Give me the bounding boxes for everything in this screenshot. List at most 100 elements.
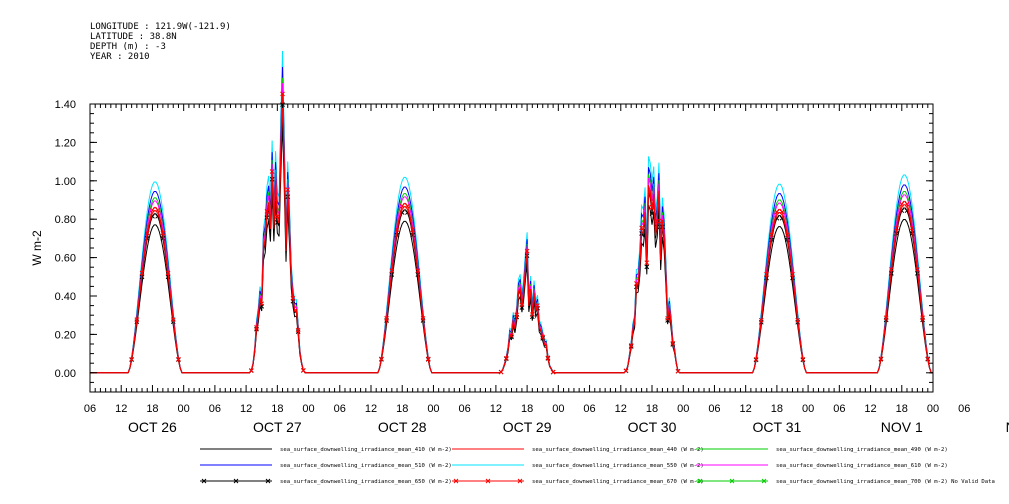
series-marker [259,301,265,307]
series-marker [925,356,931,362]
series-marker [634,281,639,286]
series-marker [774,209,780,215]
legend-entry: sea_surface_downwelling_irradiance_mean_… [280,479,452,485]
header-depth: DEPTH (m) : -3 [90,42,166,52]
series-marker [920,315,925,321]
legend-marker [201,478,207,484]
y-tick-label: 1.00 [55,176,76,188]
x-tick-label: 12 [365,403,377,415]
legend-entry: sea_surface_downwelling_irradiance_mean_… [776,447,948,453]
x-tick-label: 06 [459,403,471,415]
series-marker [623,368,629,374]
series-marker [389,268,395,273]
legend-marker [761,478,767,484]
header-longitude: LONGITUDE : 121.9W(-121.9) [90,22,231,32]
series-marker [420,316,426,321]
series-marker [769,232,775,238]
series-marker [384,316,389,321]
y-axis-label: W m-2 [30,230,44,266]
series-marker [254,325,259,330]
y-tick-label: 0.20 [55,329,76,341]
series-marker [670,340,676,346]
y-tick-label: 0.00 [55,368,76,380]
series-marker [144,230,150,236]
legend-entry: sea_surface_downwelling_irradiance_mean_… [280,463,452,469]
x-day-label: OCT 29 [503,419,552,435]
x-tick-label: 00 [802,403,814,415]
series-marker [176,356,181,362]
series-marker [660,218,665,224]
series-marker [878,356,884,362]
series-marker [899,201,905,207]
x-tick-label: 18 [646,403,658,415]
legend-entry: sea_surface_downwelling_irradiance_mean_… [776,463,948,469]
series-marker [134,317,140,323]
series-marker [509,333,514,338]
x-tick-label: 06 [84,403,96,415]
legend-marker [729,478,735,484]
series-marker [909,225,915,231]
series-marker [758,317,764,323]
series-marker [529,312,535,317]
legend-marker [233,478,239,484]
series-marker [883,315,889,321]
series-marker [519,302,525,308]
x-tick-label: 18 [771,403,783,415]
series-marker [514,312,520,318]
series-marker [784,232,790,238]
series-marker [248,368,254,373]
header-year: YEAR : 2010 [90,52,150,62]
plot-frame [89,103,934,393]
y-tick-label: 0.80 [55,214,76,226]
series-marker [675,368,681,374]
x-tick-label: 00 [427,403,439,415]
series-marker [753,356,759,362]
series-marker [264,209,270,214]
x-tick-label: 06 [209,403,221,415]
legend-marker [453,478,459,484]
x-day-label: OCT 28 [378,419,427,435]
x-tick-label: 06 [334,403,346,415]
x-tick-label: 00 [302,403,314,415]
x-tick-label: 00 [178,403,190,415]
series-marker [425,356,431,362]
series-marker [790,271,795,277]
x-day-label: OCT 30 [628,419,677,435]
series-marker [295,327,301,333]
series-marker [139,270,145,276]
series-marker [150,207,155,213]
series-marker [889,267,894,272]
x-tick-label: 18 [521,403,533,415]
legend-marker [697,478,703,484]
x-tick-label: 06 [708,403,720,415]
series-marker [405,203,410,209]
series-marker [779,209,785,215]
series-marker [300,367,306,373]
x-tick-label: 18 [271,403,283,415]
series-marker [550,369,556,375]
series-marker [644,260,650,266]
x-tick-label: 00 [927,403,939,415]
series-marker [894,225,899,231]
y-tick-label: 1.20 [55,137,76,149]
series-marker [165,270,171,276]
series-marker [628,343,634,348]
x-tick-label: 12 [490,403,502,415]
series-marker [379,356,384,362]
series-marker [394,227,400,232]
series-marker [524,248,530,254]
series-marker [170,317,176,323]
series-marker [410,227,415,232]
series-marker [665,316,670,321]
series-marker [649,204,655,210]
series-marker [654,218,660,224]
series-marker [545,355,551,361]
x-tick-label: 12 [240,403,252,415]
legend-entry: sea_surface_downwelling_irradiance_mean_… [776,479,995,485]
series-marker [915,267,920,272]
series-marker [290,296,296,301]
y-tick-label: 0.40 [55,291,76,303]
series-marker [160,230,166,236]
x-tick-label: 18 [146,403,158,415]
